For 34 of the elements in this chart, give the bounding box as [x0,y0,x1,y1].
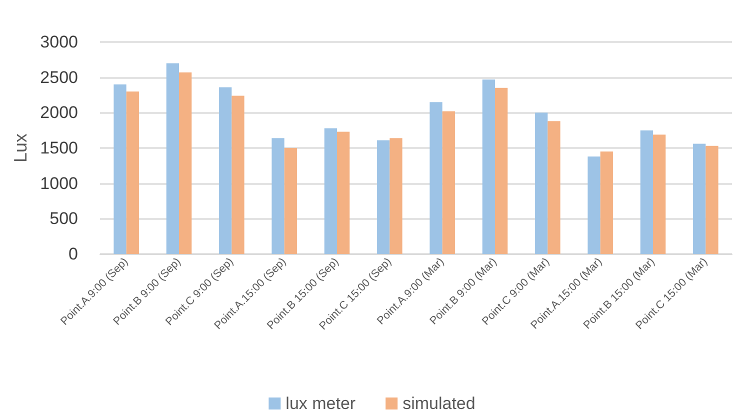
bar [442,111,455,254]
bar [600,152,613,254]
bar [377,140,390,254]
bar [324,128,337,254]
bar [588,156,600,254]
bar [232,96,244,254]
bar [284,148,297,254]
bar [495,88,508,254]
y-tick-label: 3000 [40,32,78,52]
bar [640,130,653,254]
bar [653,134,666,254]
y-tick-label: 0 [68,244,78,264]
bar [126,91,139,254]
bar [166,63,179,254]
bar [114,84,126,254]
bar [548,121,560,254]
bar [706,146,718,254]
y-tick-label: 2000 [40,103,78,122]
bar [535,112,548,254]
y-tick-label: 1000 [40,174,78,193]
y-axis-title: Lux [10,133,30,163]
bar [272,138,284,254]
y-tick-label: 500 [50,209,78,228]
bar [430,102,442,254]
bar [179,72,192,254]
y-tick-label: 1500 [40,138,78,158]
legend-label: lux meter [286,394,356,413]
bar [219,87,232,254]
legend-label: simulated [402,394,476,413]
bar [390,138,402,254]
bar [693,144,706,254]
y-tick-label: 2500 [40,68,78,87]
bar [337,132,350,254]
bar [482,79,495,254]
